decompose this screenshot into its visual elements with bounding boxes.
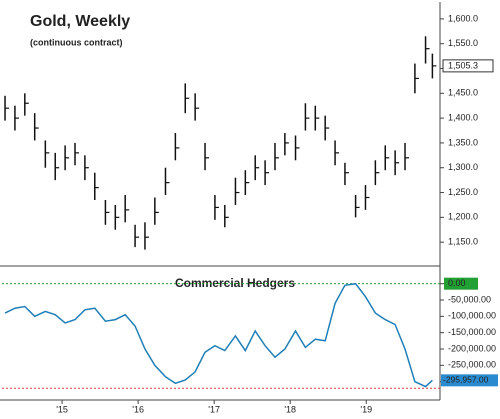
y-tick-label: -100,000.00	[448, 311, 496, 321]
y-tick-label: -200,000.00	[448, 343, 496, 353]
chart-subtitle: (continuous contract)	[30, 37, 123, 47]
y-tick-label: -50,000.00	[448, 294, 491, 304]
y-tick-label: -250,000.00	[448, 360, 496, 370]
last-box	[441, 374, 498, 387]
x-tick-label: '19	[360, 404, 372, 414]
x-tick-label: '17	[208, 404, 220, 414]
y-tick-label: 1,600.0	[448, 13, 478, 23]
last-label: 1,505.3	[448, 60, 478, 70]
y-tick-label: 1,450.0	[448, 88, 478, 98]
y-tick-label: 1,200.0	[448, 212, 478, 222]
chart-title: Gold, Weekly	[30, 13, 130, 30]
last-label: -295,957.00	[443, 375, 489, 385]
x-tick-label: '16	[132, 404, 144, 414]
panel-title: Commercial Hedgers	[175, 276, 295, 290]
y-tick-label: 0.00	[448, 278, 466, 288]
x-tick-label: '15	[56, 404, 68, 414]
y-tick-label: 1,150.0	[448, 237, 478, 247]
y-tick-label: -150,000.00	[448, 327, 496, 337]
y-tick-label: 1,550.0	[448, 38, 478, 48]
x-tick-label: '18	[284, 404, 296, 414]
y-tick-label: 1,250.0	[448, 187, 478, 197]
zero-box	[444, 277, 478, 290]
y-tick-label: 1,300.0	[448, 162, 478, 172]
last-box	[442, 59, 494, 73]
y-tick-label: 1,400.0	[448, 112, 478, 122]
y-tick-label: 1,350.0	[448, 137, 478, 147]
series-line	[4, 282, 433, 388]
